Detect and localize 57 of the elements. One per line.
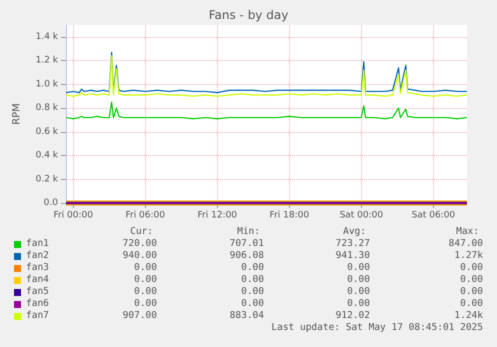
- text: Min:: [237, 226, 260, 237]
- text: 0.00: [134, 274, 157, 285]
- text: Max:: [456, 226, 479, 237]
- x-tick-label: Fri 00:00: [53, 210, 94, 220]
- text: 1.27k: [454, 250, 483, 261]
- text: 883.04: [230, 310, 264, 321]
- y-tick-label: 1.2 k: [36, 56, 59, 66]
- text: 0.00: [241, 286, 264, 297]
- legend-label: fan2: [26, 250, 49, 261]
- x-tick-label: Sat 06:00: [412, 210, 456, 220]
- y-tick-label: 0.4 k: [36, 150, 59, 161]
- y-tick-label: 0.6 k: [36, 126, 59, 137]
- text: 0.00: [460, 262, 483, 273]
- text: 912.02: [336, 310, 370, 321]
- legend-label: fan7: [26, 310, 49, 321]
- x-tick-label: Fri 06:00: [125, 210, 166, 220]
- y-tick-label: 0.8 k: [36, 103, 59, 114]
- x-tick-label: Fri 12:00: [198, 210, 238, 220]
- text: 0.00: [347, 286, 370, 297]
- text: 0.00: [241, 298, 264, 309]
- y-tick-label: 0.2 k: [36, 174, 59, 184]
- legend-label: fan4: [26, 274, 49, 285]
- text: 0.00: [241, 262, 264, 273]
- legend-label: fan3: [26, 262, 49, 273]
- legend-label: fan6: [26, 298, 49, 309]
- legend-label: fan5: [26, 286, 49, 297]
- text: 0.00: [241, 274, 264, 285]
- y-axis-title: RPM: [12, 103, 22, 125]
- text: 720.00: [122, 238, 157, 249]
- text: 906.08: [230, 250, 264, 261]
- line-series: [65, 102, 468, 120]
- text: 847.00: [448, 238, 483, 249]
- text: Last update: Sat May 17 08:45:01 2025: [271, 322, 483, 333]
- text: Cur:: [130, 226, 153, 237]
- text: 0.00: [347, 298, 370, 309]
- text: 0.00: [460, 286, 483, 297]
- y-tick-label: 0.0: [44, 198, 58, 208]
- text: Avg:: [343, 226, 366, 237]
- text: 707.01: [230, 238, 264, 249]
- x-tick-label: Fri 18:00: [270, 210, 310, 220]
- text: 723.27: [336, 238, 370, 249]
- text: 0.00: [134, 262, 157, 273]
- text: 0.00: [347, 274, 370, 285]
- text: 0.00: [134, 298, 157, 309]
- y-tick-label: 1.0 k: [36, 79, 59, 90]
- y-tick-label: 1.4 k: [36, 32, 59, 42]
- text: 0.00: [347, 262, 370, 273]
- text: 0.00: [134, 286, 157, 297]
- chart-title: Fans - by day: [208, 8, 288, 22]
- legend-label: fan1: [26, 238, 49, 249]
- text: 0.00: [460, 274, 483, 285]
- text: 0.00: [460, 298, 483, 309]
- text: 940.00: [122, 250, 157, 261]
- text: 907.00: [122, 310, 157, 321]
- x-tick-label: Sat 00:00: [340, 210, 384, 220]
- text: 941.30: [336, 250, 370, 261]
- text: 1.24k: [454, 310, 483, 321]
